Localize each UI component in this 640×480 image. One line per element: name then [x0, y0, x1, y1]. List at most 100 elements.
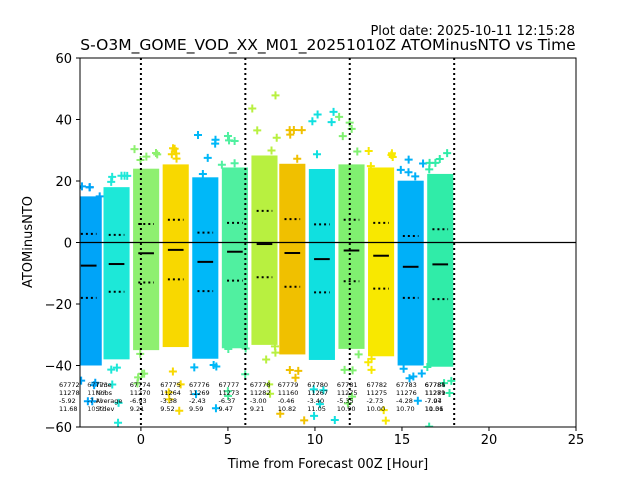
outlier-point: [151, 149, 160, 158]
outlier-point: [265, 380, 274, 389]
outlier-point: [130, 145, 139, 154]
series-67782: [364, 146, 397, 425]
stats-value: -3.40: [307, 397, 324, 405]
outlier-point: [399, 364, 408, 373]
stats-value: -7.07: [425, 397, 442, 405]
stats-value: 67782: [366, 381, 387, 389]
outlier-point: [379, 406, 388, 415]
stats-value: 11282: [250, 389, 271, 397]
y-tick-label: 40: [55, 114, 72, 129]
stats-value: -7.94: [425, 397, 442, 405]
outlier-point: [80, 182, 86, 191]
stats-value: 11.68: [59, 405, 78, 413]
series-67777: [217, 132, 250, 401]
stats-value: 11.36: [425, 405, 444, 413]
stats-value-overlapped: 11???: [87, 389, 106, 397]
outlier-point: [190, 363, 199, 372]
x-tick-label: 25: [568, 433, 585, 448]
outlier-point: [165, 395, 174, 404]
outlier-point: [224, 345, 233, 354]
outlier-point: [348, 392, 357, 401]
scatter-band: [103, 187, 130, 360]
outlier-point: [319, 386, 328, 395]
outlier-point: [293, 154, 302, 163]
y-tick-label: 20: [55, 175, 72, 190]
scatter-band: [133, 168, 160, 351]
outlier-point: [440, 379, 449, 388]
plot-date: Plot date: 2025-10-11 12:15:28: [370, 24, 575, 39]
y-tick-label: −60: [45, 421, 72, 436]
stats-value-overlapped: 10.??: [87, 405, 104, 413]
x-tick-label: 5: [224, 433, 232, 448]
outlier-point: [404, 155, 413, 164]
scatter-band: [221, 167, 248, 349]
stats-value: 11160: [278, 389, 299, 397]
series-67780: [308, 107, 339, 424]
outlier-point: [330, 415, 339, 424]
outlier-point: [271, 348, 280, 357]
stats-value: 67780: [307, 381, 328, 389]
outlier-point: [248, 104, 257, 113]
series-67779: [276, 125, 309, 425]
stats-label: Time: [95, 381, 112, 389]
stats-value: -3.38: [160, 397, 177, 405]
outlier-point: [169, 144, 178, 153]
outlier-point: [315, 400, 324, 409]
outlier-point: [291, 373, 300, 382]
stats-value: 67784: [425, 381, 446, 389]
outlier-point: [198, 170, 207, 179]
plot-marks: [80, 58, 576, 427]
outlier-point: [83, 397, 92, 406]
outlier-point: [176, 380, 185, 389]
outlier-point: [230, 159, 239, 168]
outlier-point: [329, 107, 338, 116]
y-axis-label: ATOMinusNTO: [21, 196, 36, 288]
outlier-point: [123, 171, 132, 180]
outlier-point: [447, 376, 456, 385]
x-tick-label: 0: [137, 433, 145, 448]
outlier-point: [114, 398, 123, 407]
stats-value: -6.93: [130, 397, 147, 405]
stats-value: 11276: [396, 389, 417, 397]
stats-value: 11279: [425, 389, 446, 397]
scatter-band: [308, 169, 335, 360]
series-67773: [103, 171, 132, 427]
outlier-point: [253, 126, 262, 135]
stats-value: 67776: [189, 381, 210, 389]
stats-value: 10.90: [337, 405, 356, 413]
outlier-point: [114, 418, 123, 427]
scatter-band: [397, 180, 424, 366]
outlier-point: [353, 147, 362, 156]
stats-value: 67779: [278, 381, 299, 389]
outlier-point: [203, 153, 212, 162]
outlier-point: [85, 183, 94, 192]
chart-title: S-O3M_GOME_VOD_XX_M01_20251010Z ATOMinus…: [80, 36, 575, 55]
stats-value: 11275: [337, 389, 358, 397]
outlier-point: [313, 110, 322, 119]
y-tick-label: 60: [55, 52, 72, 67]
outlier-point: [107, 177, 116, 186]
outlier-point: [153, 150, 162, 159]
stats-value: -4.28: [396, 397, 413, 405]
series-67774: [130, 145, 162, 388]
scatter-band: [80, 196, 102, 366]
outlier-point: [276, 409, 285, 418]
stats-value: 9.21: [130, 405, 144, 413]
stats-value: 11267: [307, 389, 328, 397]
outlier-point: [266, 389, 275, 398]
stats-value: -5.92: [59, 397, 76, 405]
stats-value: 9.52: [160, 405, 174, 413]
outlier-point: [142, 152, 151, 161]
stats-label: Nobs: [96, 389, 113, 397]
outlier-point: [423, 362, 432, 371]
outlier-point: [348, 366, 357, 375]
outlier-point: [230, 137, 239, 146]
outlier-point: [211, 135, 220, 144]
outlier-point: [224, 392, 233, 401]
stats-value: 11269: [189, 389, 210, 397]
outlier-point: [364, 358, 373, 367]
stats-value: 10.82: [278, 405, 297, 413]
stats-value: 67783: [396, 381, 417, 389]
series-67783: [396, 155, 428, 405]
